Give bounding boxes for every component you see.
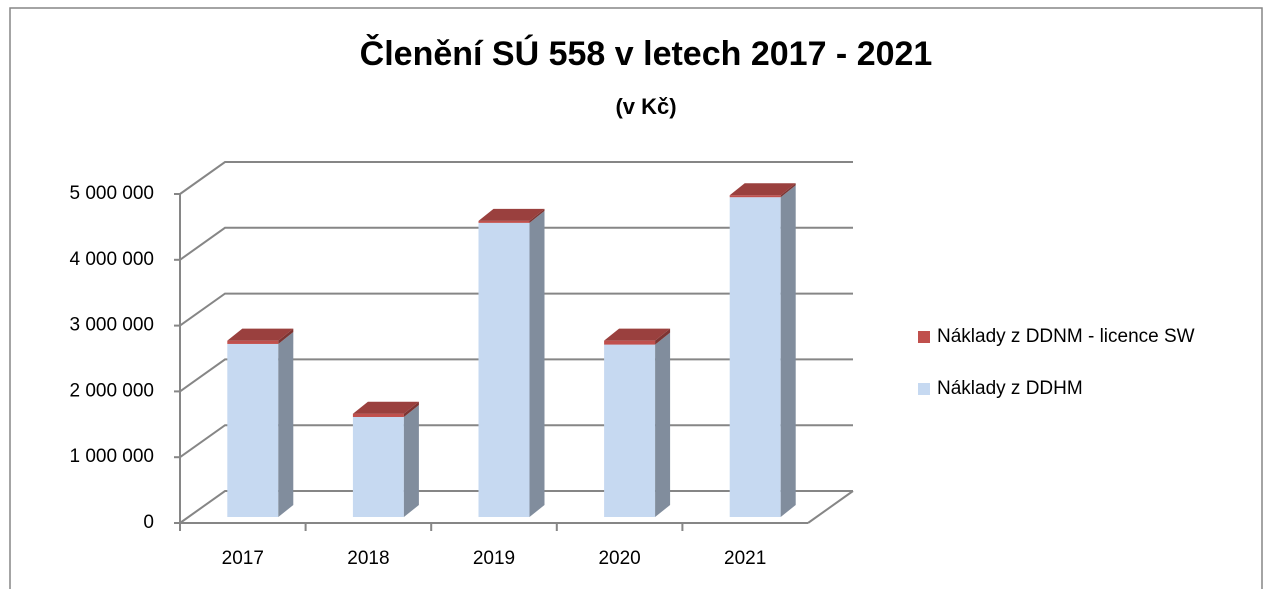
y-tick-label: 4 000 000: [69, 249, 154, 270]
bar-face: [655, 332, 671, 517]
y-tick-label: 1 000 000: [69, 446, 154, 467]
floor-edge: [807, 490, 854, 524]
bar-face: [604, 344, 656, 517]
bar-face: [780, 183, 796, 198]
bar-segment: [604, 328, 671, 345]
bar-face: [478, 222, 530, 517]
bar-segment: [478, 210, 545, 517]
bar-segment: [478, 208, 545, 223]
bar-face: [352, 413, 404, 417]
bar-segment: [352, 401, 419, 417]
x-tick-label: 2021: [724, 548, 766, 569]
bar-face: [729, 197, 781, 517]
chart-title: Členění SÚ 558 v letech 2017 - 2021: [360, 34, 933, 73]
bar-face: [478, 208, 545, 221]
bar-face: [604, 328, 671, 341]
bar-segment: [729, 185, 796, 517]
bar-segment: [352, 404, 419, 517]
bar-face: [655, 328, 671, 345]
x-tick-label: 2018: [347, 548, 389, 569]
legend-swatch: [918, 383, 930, 395]
bar-face: [352, 416, 404, 517]
bar-face: [729, 183, 796, 196]
x-tick-label: 2017: [222, 548, 264, 569]
y-tick-label: 0: [143, 512, 154, 533]
y-tick-label: 3 000 000: [69, 315, 154, 336]
bar-face: [227, 343, 279, 517]
bar-face: [352, 401, 419, 414]
bar-face: [604, 340, 656, 345]
legend-swatch: [918, 331, 930, 343]
grid-line: [179, 161, 853, 195]
y-tick-label: 5 000 000: [69, 183, 154, 204]
bar-face: [278, 328, 294, 344]
x-tick-label: 2019: [473, 548, 515, 569]
y-tick-label: 2 000 000: [69, 380, 154, 401]
grid-line: [179, 226, 853, 261]
bar-face: [780, 185, 796, 517]
bar-face: [729, 195, 781, 198]
chart-subtitle: (v Kč): [615, 94, 676, 119]
bar-face: [403, 401, 419, 417]
bar-face: [227, 328, 294, 341]
bar-segment: [227, 331, 294, 517]
bar-face: [278, 331, 294, 517]
bar-segment: [729, 183, 796, 198]
bar-face: [403, 404, 419, 517]
bar-segment: [604, 332, 671, 517]
bar-face: [478, 220, 530, 223]
grid-line: [179, 292, 853, 327]
bar-segment: [227, 328, 294, 344]
x-tick-label: 2020: [598, 548, 640, 569]
legend-label: Náklady z DDNM - licence SW: [937, 326, 1195, 347]
bar-face: [529, 208, 545, 223]
bar-face: [227, 340, 279, 344]
bar-face: [529, 210, 545, 517]
legend-label: Náklady z DDHM: [937, 378, 1083, 399]
